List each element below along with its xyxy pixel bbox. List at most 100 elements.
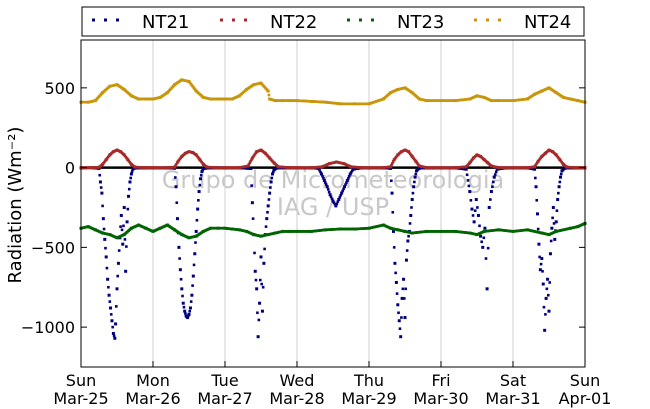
point-nt21-86-2 — [348, 174, 351, 178]
point-nt21-102 — [403, 316, 407, 320]
xtick-date-3: Mar-28 — [269, 389, 324, 408]
point-nt21-25 — [129, 172, 133, 176]
point-nt21-34-1 — [178, 257, 181, 260]
legend-marker-nt21-2 — [116, 18, 119, 22]
point-nt21-78-2 — [324, 183, 328, 186]
point-nt21-15 — [115, 287, 119, 291]
point-nt21-103 — [404, 258, 408, 262]
point-nt21-144-1 — [551, 216, 554, 220]
point-nt21-32-1 — [175, 201, 179, 205]
point-nt21-135-1 — [538, 255, 541, 259]
point-nt21-8-1 — [107, 285, 110, 289]
point-nt21-139-1 — [544, 313, 547, 316]
point-nt21-41 — [187, 312, 191, 316]
point-nt21-3-1 — [99, 186, 103, 189]
legend-marker-nt22-1 — [232, 18, 235, 22]
point-nt21-18-1 — [120, 228, 124, 232]
point-nt21-56 — [250, 201, 254, 205]
point-nt22-16 — [173, 165, 177, 169]
point-nt21-81-2 — [333, 202, 337, 206]
point-nt21-66-1 — [266, 210, 269, 214]
y-axis-label: Radiation (Wm⁻²) — [5, 127, 26, 284]
point-nt21-50-1 — [201, 168, 204, 172]
point-nt21-95-1 — [394, 271, 397, 275]
point-nt21-115-3 — [467, 184, 471, 188]
point-nt21-97-1 — [397, 311, 400, 315]
legend-marker-nt23-2 — [371, 18, 374, 22]
y-axis-ticks: 500 0 −500 −1000 — [21, 79, 585, 337]
point-nt21-37-1 — [182, 305, 186, 309]
ytick-label-0: 500 — [44, 79, 75, 98]
point-nt21-149 — [557, 185, 561, 189]
point-nt21-46-1 — [195, 218, 199, 222]
xtick-day-4: Thu — [353, 371, 384, 390]
point-nt21-69-1 — [270, 176, 274, 180]
point-nt21-137 — [540, 257, 544, 261]
point-nt21-126-2 — [492, 180, 495, 184]
xtick-date-4: Mar-29 — [341, 389, 396, 408]
point-nt21-7 — [104, 255, 108, 259]
point-nt21-58-1 — [254, 278, 258, 282]
point-nt22-16-1 — [174, 164, 177, 167]
point-nt21-87-1 — [349, 171, 353, 174]
point-nt21-79-2 — [327, 190, 331, 194]
point-nt21-8 — [106, 277, 110, 281]
point-nt24-26 — [266, 89, 270, 93]
point-nt22-48 — [389, 165, 393, 169]
point-nt21-20-1 — [123, 238, 127, 241]
point-nt21-141 — [546, 277, 550, 281]
point-nt21-94-1 — [392, 246, 396, 249]
point-nt21-12-1 — [112, 334, 116, 338]
x-axis-ticks: SunMar-25MonMar-26TueMar-27WedMar-28ThuM… — [53, 361, 611, 408]
legend-entry-nt23: NT23 — [347, 12, 444, 33]
point-nt21-127-2 — [494, 170, 498, 174]
point-nt21-100-1 — [401, 287, 405, 291]
point-nt22-29 — [246, 164, 250, 168]
point-nt21-95 — [393, 261, 397, 265]
point-nt21-80-2 — [330, 197, 334, 201]
point-nt21-98-1 — [398, 327, 402, 331]
point-nt21-19-1 — [122, 224, 125, 228]
point-nt22-71 — [533, 165, 537, 169]
point-nt21-148-1 — [557, 191, 560, 195]
point-nt21-125-1 — [489, 198, 492, 201]
point-nt21-106-1 — [410, 206, 413, 209]
point-nt21-79 — [325, 185, 329, 189]
legend-marker-nt21-1 — [104, 18, 107, 22]
watermark: Grupo de Micrometeorologia IAG / USP — [162, 166, 504, 221]
point-nt21-84 — [340, 191, 344, 195]
point-nt21-118-1 — [473, 209, 477, 212]
legend-marker-nt24-0 — [474, 18, 477, 22]
point-nt21-86 — [345, 178, 349, 182]
point-nt22-48-3 — [392, 160, 395, 163]
point-nt21-101-1 — [402, 297, 406, 300]
point-nt21-11 — [110, 319, 114, 323]
point-nt21-107-1 — [411, 191, 415, 195]
point-nt21-32 — [174, 185, 178, 189]
point-nt21-61 — [258, 301, 262, 305]
point-nt21-104-1 — [407, 234, 410, 238]
point-nt21-60 — [256, 335, 260, 339]
point-nt21-119 — [474, 198, 478, 202]
point-nt21-59 — [255, 287, 259, 291]
point-nt21-9 — [107, 293, 111, 297]
point-nt21-44 — [191, 274, 195, 278]
point-nt21-80-1 — [329, 195, 333, 199]
ytick-label-2: −500 — [31, 238, 75, 257]
point-nt21-59-1 — [256, 311, 259, 315]
legend-label-nt23: NT23 — [397, 12, 444, 33]
point-nt21-82-2 — [336, 200, 340, 203]
point-nt21-31-1 — [174, 176, 177, 179]
point-nt21-34 — [177, 245, 181, 249]
point-nt21-81-1 — [332, 201, 336, 205]
legend: NT21 NT22 NT23 NT24 — [81, 6, 585, 37]
point-nt21-127-1 — [493, 173, 497, 176]
point-nt21-85-2 — [345, 181, 348, 184]
point-nt21-143 — [548, 252, 552, 256]
point-nt22-71-1 — [534, 164, 537, 167]
point-nt21-77-1 — [321, 174, 324, 178]
point-nt21-133 — [534, 185, 538, 189]
point-nt21-58 — [253, 269, 257, 273]
point-nt21-19 — [121, 242, 125, 246]
point-nt21-36 — [180, 287, 184, 291]
